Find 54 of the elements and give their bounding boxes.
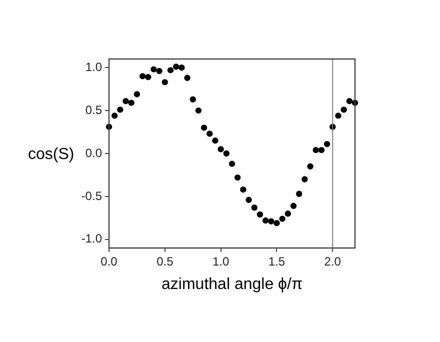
point	[218, 146, 224, 152]
y-tick-label: -0.5	[81, 188, 102, 203]
point	[290, 202, 297, 210]
y-tick-label: -1.0	[81, 232, 102, 246]
point	[128, 100, 134, 106]
point	[262, 217, 269, 224]
point	[206, 130, 213, 137]
point	[150, 66, 157, 72]
y-tick-label: 1.0	[85, 60, 102, 74]
point	[228, 160, 236, 167]
point	[268, 218, 274, 224]
x-axis-title: azimuthal angle ϕ/π	[162, 276, 302, 293]
point	[184, 74, 190, 81]
point	[111, 112, 118, 119]
point	[178, 64, 185, 71]
point	[200, 124, 208, 131]
point	[279, 216, 286, 222]
point	[335, 112, 342, 119]
point	[145, 74, 152, 80]
point	[223, 150, 230, 157]
point	[346, 98, 353, 104]
point	[122, 98, 129, 104]
x-tick-label: 2.0	[324, 254, 342, 269]
point	[318, 146, 325, 154]
point	[134, 91, 140, 98]
point	[156, 68, 162, 74]
x-tick-label: 1.5	[268, 254, 286, 269]
y-tick-label: 0.5	[85, 102, 102, 117]
point	[296, 190, 302, 197]
point	[324, 140, 330, 148]
point	[302, 176, 308, 182]
point	[190, 96, 196, 102]
point	[139, 73, 146, 80]
point	[307, 163, 314, 170]
y-tick-label: 0.0	[85, 146, 102, 160]
x-tick-label: 1.0	[212, 254, 230, 269]
point	[251, 204, 258, 211]
point	[195, 107, 202, 114]
point	[240, 186, 246, 193]
point	[162, 79, 168, 86]
point	[167, 67, 174, 74]
point	[212, 138, 218, 144]
x-tick-label: 0.5	[156, 254, 174, 269]
point	[340, 106, 347, 113]
point	[312, 146, 319, 154]
point	[117, 106, 124, 113]
point	[234, 174, 241, 181]
point	[284, 210, 292, 217]
point	[274, 220, 280, 226]
y-axis-title: cos(S)	[28, 146, 74, 164]
x-tick-label: 0.0	[100, 254, 118, 269]
point	[172, 64, 180, 70]
point	[256, 211, 264, 218]
point	[246, 196, 252, 203]
